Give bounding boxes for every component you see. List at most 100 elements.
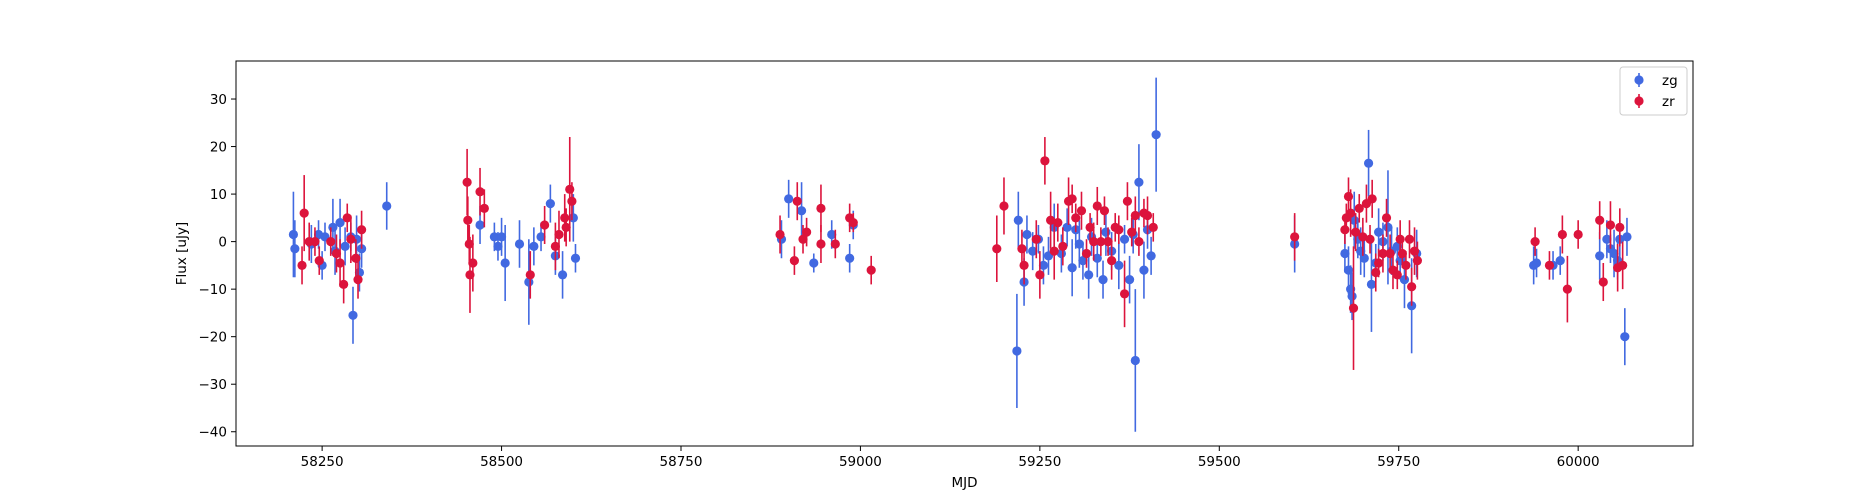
zr-point	[1595, 215, 1605, 225]
zg-point	[1012, 346, 1022, 356]
zr-point	[1544, 260, 1555, 270]
zg-point	[536, 232, 546, 242]
zr-point	[1107, 256, 1117, 266]
zr-point	[475, 187, 485, 197]
zg-point	[827, 229, 837, 240]
zr-point	[1046, 215, 1056, 225]
zg-point	[570, 253, 581, 263]
zr-point	[1049, 246, 1059, 256]
zg-point	[1022, 229, 1032, 240]
zr-point	[1598, 277, 1608, 287]
zg-point	[288, 229, 299, 240]
y-tick-label: −30	[199, 377, 228, 393]
zr-point	[297, 260, 307, 270]
zg-point	[1092, 253, 1102, 263]
zg-point	[1067, 263, 1077, 273]
zr-point	[1407, 282, 1417, 292]
zr-point	[1605, 220, 1616, 230]
zg-point	[335, 218, 345, 228]
zg-point	[1084, 270, 1094, 280]
zr-point	[1085, 222, 1095, 232]
zg-point	[1366, 279, 1377, 289]
zr-point	[1058, 241, 1068, 251]
zr-point	[1134, 237, 1144, 247]
zr-point	[550, 241, 560, 251]
zr-point	[540, 220, 550, 230]
zr-point	[798, 234, 808, 244]
zr-point	[1071, 213, 1081, 223]
zg-point	[1363, 158, 1374, 168]
zr-point	[468, 258, 478, 268]
zg-point	[1078, 256, 1088, 266]
zg-point	[1139, 265, 1149, 275]
zr-point	[310, 237, 320, 247]
series-layer	[288, 77, 1632, 432]
zg-point	[557, 270, 568, 280]
zg-point	[1013, 215, 1023, 225]
zr-point	[1122, 196, 1133, 206]
zg-point	[514, 239, 525, 249]
zg-point	[496, 232, 507, 242]
zg-point	[1340, 248, 1350, 259]
zg-point	[784, 194, 794, 204]
zr-point	[479, 203, 489, 213]
zr-point	[1099, 206, 1110, 216]
zr-point	[1017, 244, 1027, 254]
zg-point	[382, 201, 392, 211]
zg-point	[1056, 248, 1066, 259]
zr-point	[1348, 303, 1359, 313]
zg-point	[1622, 232, 1632, 242]
zr-point	[1358, 232, 1368, 242]
zr-point	[1404, 234, 1415, 244]
x-tick-label: 59500	[1198, 454, 1241, 470]
zg-point	[290, 244, 300, 254]
zg-point	[1074, 239, 1084, 249]
axes-frame	[235, 60, 1694, 447]
zr-point	[335, 258, 345, 268]
legend-zg-marker	[1634, 75, 1644, 85]
x-tick-label: 59250	[1018, 454, 1061, 470]
zg-point	[1134, 177, 1144, 187]
zg-point	[1349, 215, 1359, 225]
zg-point	[1098, 275, 1108, 285]
zr-point	[1340, 225, 1350, 235]
zg-point	[796, 206, 807, 216]
zr-point	[462, 177, 472, 187]
zr-point	[1615, 222, 1625, 232]
zr-point	[1354, 203, 1364, 213]
zg-point	[1620, 332, 1630, 342]
zr-point	[1035, 270, 1045, 280]
y-tick-label: 20	[210, 140, 227, 156]
x-axis-label: MJD	[951, 475, 977, 491]
zr-point	[1381, 213, 1392, 223]
zg-point	[500, 258, 510, 268]
zr-point	[1557, 229, 1567, 240]
y-tick-label: −20	[199, 330, 228, 346]
x-axis: 58250 58500 58750 59000 59250 59500 59750 60000	[301, 446, 1600, 470]
y-axis: −40 −30 −20 −10 0 10 20 30	[199, 92, 236, 441]
zr-point	[1040, 156, 1050, 166]
zg-point	[1146, 251, 1156, 261]
zr-point	[554, 229, 564, 240]
legend-zr-marker	[1634, 96, 1644, 106]
zr-point	[560, 213, 570, 223]
zr-point	[1130, 210, 1140, 221]
zg-point	[1130, 355, 1140, 366]
zr-point	[1374, 258, 1384, 268]
zg-point	[1038, 260, 1049, 270]
zg-point	[1359, 253, 1369, 263]
zr-point	[1397, 248, 1407, 259]
zr-point	[1031, 234, 1041, 244]
zg-point	[340, 241, 350, 251]
x-tick-label: 59750	[1377, 454, 1420, 470]
zr-point	[353, 275, 363, 285]
zr-point	[775, 229, 785, 240]
zr-point	[1530, 237, 1540, 247]
zr-point	[1081, 248, 1092, 259]
zr-point	[1343, 191, 1354, 202]
zr-point	[816, 203, 826, 213]
zg-point	[524, 277, 534, 287]
zr-point	[567, 196, 577, 206]
zr-point	[1290, 232, 1300, 242]
y-tick-label: 10	[210, 187, 227, 203]
